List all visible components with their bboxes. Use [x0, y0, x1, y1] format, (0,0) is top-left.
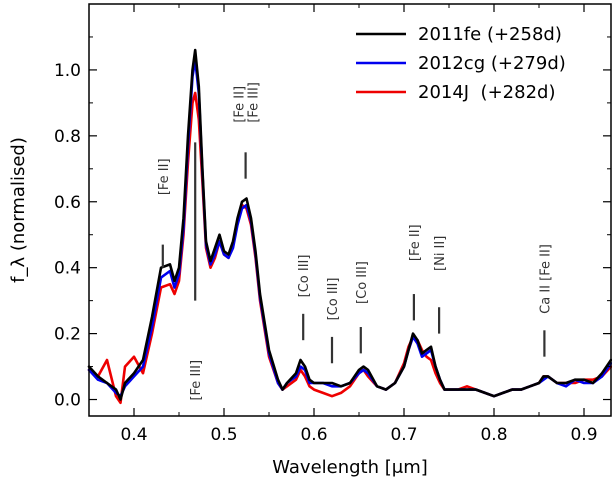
- y-tick-label: 0.0: [54, 391, 81, 411]
- x-tick-label: 0.7: [390, 425, 417, 445]
- annotation-text: [Co III]: [297, 255, 312, 298]
- axes-layer: 0.4 0.5 0.6 0.7 0.8 0.9 0.0 0.2 0.4 0.6 0.8 1.0: [54, 4, 611, 445]
- annotation-label: Ca II [Fe II]: [538, 244, 553, 314]
- plot-frame: [88, 3, 612, 417]
- annotation-label: [Fe II] [Fe III]: [233, 82, 262, 123]
- y-tick-label: 0.4: [54, 259, 81, 279]
- series-line-0: [87, 48, 612, 401]
- annotation-text: [Fe II]: [157, 158, 172, 195]
- legend-label: 2011fe (+258d): [418, 24, 562, 45]
- x-tick-label: 0.5: [210, 425, 237, 445]
- annotation-label: [Fe III]: [189, 360, 204, 401]
- annotation-text: [Co III]: [326, 278, 341, 321]
- annotation-text: Ca II [Fe II]: [538, 244, 553, 314]
- legend-label: 2012cg (+279d): [418, 53, 566, 74]
- annotation-layer: [Fe II][Fe III][Fe II] [Fe III][Co III][C…: [157, 82, 554, 400]
- y-tick-label: 0.2: [54, 325, 81, 345]
- legend: 2011fe (+258d) 2012cg (+279d) 2014J (+282d…: [356, 24, 566, 103]
- x-axis-label: Wavelength [μm]: [272, 457, 428, 478]
- annotation-label: [Fe II]: [408, 224, 423, 261]
- y-tick-label: 0.6: [54, 193, 81, 213]
- annotation-label: [Fe II]: [157, 158, 172, 195]
- annotation-label: [Co III]: [297, 255, 312, 298]
- x-tick-label: 0.8: [480, 425, 507, 445]
- annotation-label: [Ni II]: [433, 236, 448, 271]
- annotation-text: [Fe II]: [233, 86, 248, 123]
- series-layer: [87, 48, 612, 405]
- annotation-text: [Fe II]: [408, 224, 423, 261]
- x-tick-label: 0.9: [570, 425, 597, 445]
- x-tick-label: 0.6: [300, 425, 327, 445]
- y-axis-label: f_λ (normalised): [8, 137, 29, 283]
- annotation-label: [Co III]: [326, 278, 341, 321]
- x-tick-label: 0.4: [120, 425, 147, 445]
- annotation-label: [Co III]: [355, 261, 370, 304]
- annotation-text: [Fe III]: [189, 360, 204, 401]
- legend-label: 2014J (+282d): [418, 82, 555, 103]
- y-tick-label: 1.0: [54, 61, 81, 81]
- y-tick-label: 0.8: [54, 127, 81, 147]
- annotation-text: [Ni II]: [433, 236, 448, 271]
- annotation-text: [Co III]: [355, 261, 370, 304]
- annotation-text: [Fe III]: [247, 82, 262, 123]
